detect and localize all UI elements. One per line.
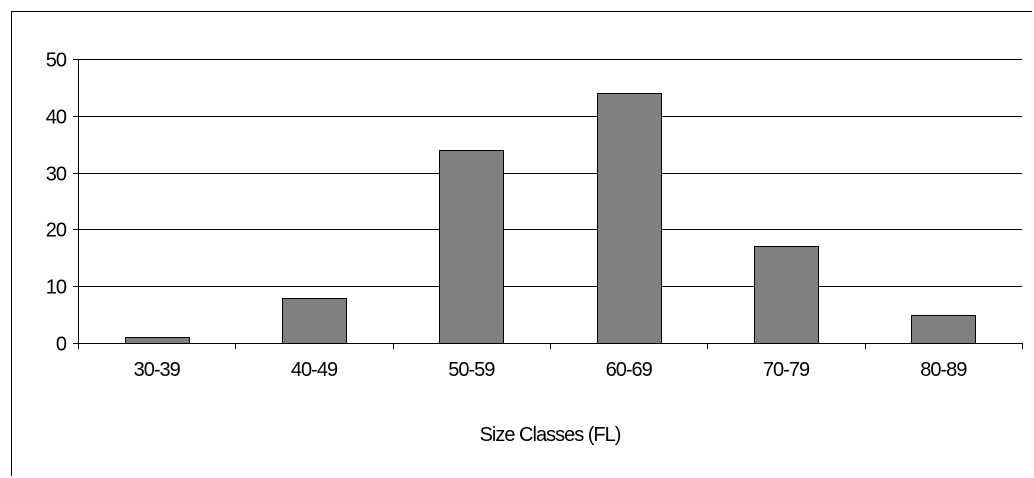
- bar-50-59: [439, 150, 504, 344]
- bar-30-39: [125, 337, 190, 344]
- bar-80-89: [911, 315, 976, 344]
- x-axis-title: Size Classes (FL): [480, 424, 621, 446]
- x-tick-label: 40-49: [291, 359, 338, 381]
- y-tick-label: 20: [46, 220, 67, 242]
- y-tick-label: 40: [46, 107, 67, 129]
- bar-70-79: [754, 246, 819, 344]
- x-tick-label: 60-69: [606, 359, 653, 381]
- bar-40-49: [282, 298, 347, 344]
- bar-60-69: [597, 93, 662, 344]
- chart-area: [11, 11, 1032, 476]
- x-tick-label: 30-39: [134, 359, 181, 381]
- y-tick-label: 30: [46, 164, 67, 186]
- x-tick-label: 50-59: [448, 359, 495, 381]
- x-tick-label: 70-79: [763, 359, 810, 381]
- y-tick-labels: 0 10 20 30 40 50: [46, 50, 68, 356]
- x-tick-label: 80-89: [920, 359, 967, 381]
- axes: [73, 59, 1023, 349]
- bars: [125, 93, 976, 344]
- x-tick-labels: 30-39 40-49 50-59 60-69 70-79 80-89: [134, 359, 969, 381]
- y-tick-label: 10: [46, 277, 67, 299]
- y-tick-label: 50: [46, 50, 67, 72]
- y-tick-label: 0: [56, 334, 67, 356]
- gridlines: [78, 59, 1022, 287]
